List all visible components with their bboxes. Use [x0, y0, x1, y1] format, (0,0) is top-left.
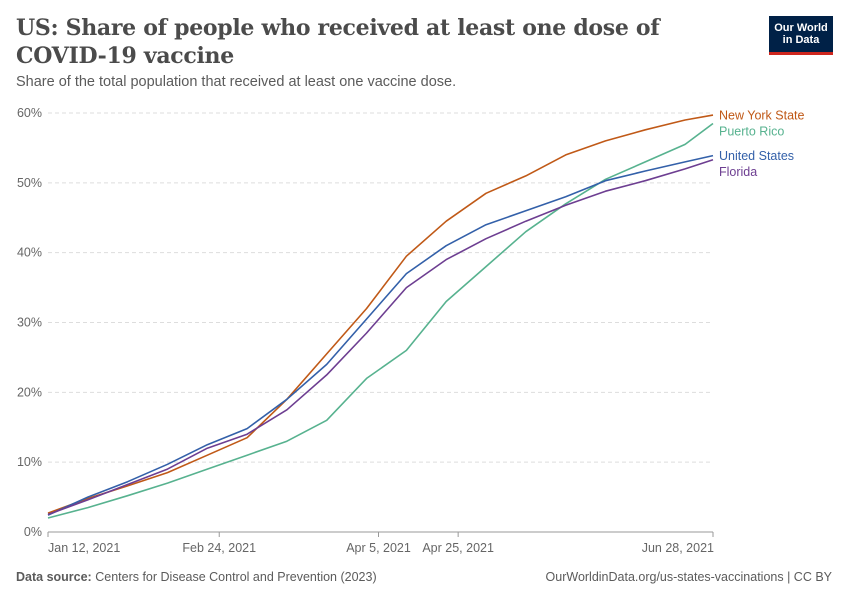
series-line[interactable]: [47, 159, 714, 516]
series-line[interactable]: [47, 122, 714, 519]
x-tick-label: Apr 5, 2021: [346, 541, 411, 555]
x-tick-label: Jun 28, 2021: [642, 541, 714, 555]
our-world-in-data-logo[interactable]: Our World in Data: [769, 16, 833, 55]
y-tick-label: 0%: [24, 525, 42, 539]
logo-text: Our World in Data: [774, 22, 828, 46]
y-tick-label: 10%: [17, 455, 42, 469]
series-end-label[interactable]: United States: [719, 149, 794, 163]
y-tick-label: 20%: [17, 385, 42, 399]
series-end-label[interactable]: Puerto Rico: [719, 125, 784, 139]
series-lines: [47, 114, 714, 519]
x-axis: Jan 12, 2021 Feb 24, 2021 Apr 5, 2021 Apr 2…: [47, 531, 714, 555]
series-line[interactable]: [47, 114, 714, 514]
series-labels: New York State Puerto Rico United States Fl…: [719, 109, 805, 180]
y-tick-label: 60%: [17, 106, 42, 120]
y-tick-label: 40%: [17, 246, 42, 260]
chart-title: US: Share of people who received at leas…: [16, 15, 660, 69]
x-tick-label: Apr 25, 2021: [422, 541, 494, 555]
y-axis-tick-labels: 0% 10% 20% 30% 40% 50% 60%: [17, 106, 42, 539]
y-tick-label: 50%: [17, 176, 42, 190]
url-license[interactable]: OurWorldinData.org/us-states-vaccination…: [545, 570, 832, 584]
chart-subtitle: Share of the total population that recei…: [16, 74, 457, 90]
y-tick-label: 30%: [17, 316, 42, 330]
series-end-label[interactable]: New York State: [719, 109, 805, 123]
data-source-text: Centers for Disease Control and Preventi…: [95, 570, 377, 584]
line-chart: 0% 10% 20% 30% 40% 50% 60% Jan 12, 2021 Feb 24,…: [17, 106, 805, 555]
data-source-label: Data source:: [16, 570, 92, 584]
x-tick-label: Feb 24, 2021: [182, 541, 256, 555]
x-tick-label: Jan 12, 2021: [48, 541, 120, 555]
series-line[interactable]: [47, 154, 714, 516]
gridlines: [48, 112, 713, 463]
series-end-label[interactable]: Florida: [719, 165, 757, 179]
data-source-note: Data source: Centers for Disease Control…: [16, 570, 377, 584]
